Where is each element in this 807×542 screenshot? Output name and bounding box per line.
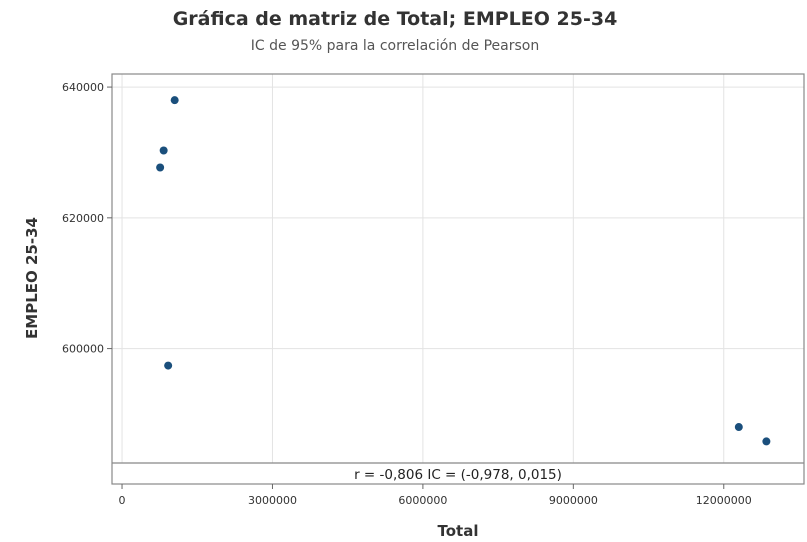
data-point (170, 96, 179, 105)
data-point (762, 437, 771, 446)
plot-frame (111, 73, 805, 485)
y-tick-label: 600000 (62, 343, 104, 356)
chart-title: Gráfica de matriz de Total; EMPLEO 25-34 (173, 8, 618, 30)
x-tick-label: 0 (119, 494, 126, 507)
data-point (156, 163, 165, 172)
x-tick-label: 3000000 (248, 494, 297, 507)
data-point (164, 361, 173, 370)
x-tick-label: 12000000 (696, 494, 752, 507)
x-tick-label: 9000000 (549, 494, 598, 507)
axis-ticks: 0 3000000 6000000 9000000 12000000 600000 6200… (62, 81, 752, 507)
correlation-annotation: r = -0,806 IC = (-0,978, 0,015) (354, 467, 562, 483)
y-axis-label: EMPLEO 25-34 (23, 217, 41, 339)
data-points (156, 96, 771, 446)
y-tick-label: 640000 (62, 81, 104, 94)
data-point (159, 146, 168, 155)
grid-lines (112, 74, 804, 463)
x-tick-label: 6000000 (398, 494, 447, 507)
x-axis-label: Total (438, 522, 479, 540)
data-point (734, 423, 743, 432)
y-tick-label: 620000 (62, 212, 104, 225)
chart-subtitle: IC de 95% para la correlación de Pearson (251, 38, 539, 54)
